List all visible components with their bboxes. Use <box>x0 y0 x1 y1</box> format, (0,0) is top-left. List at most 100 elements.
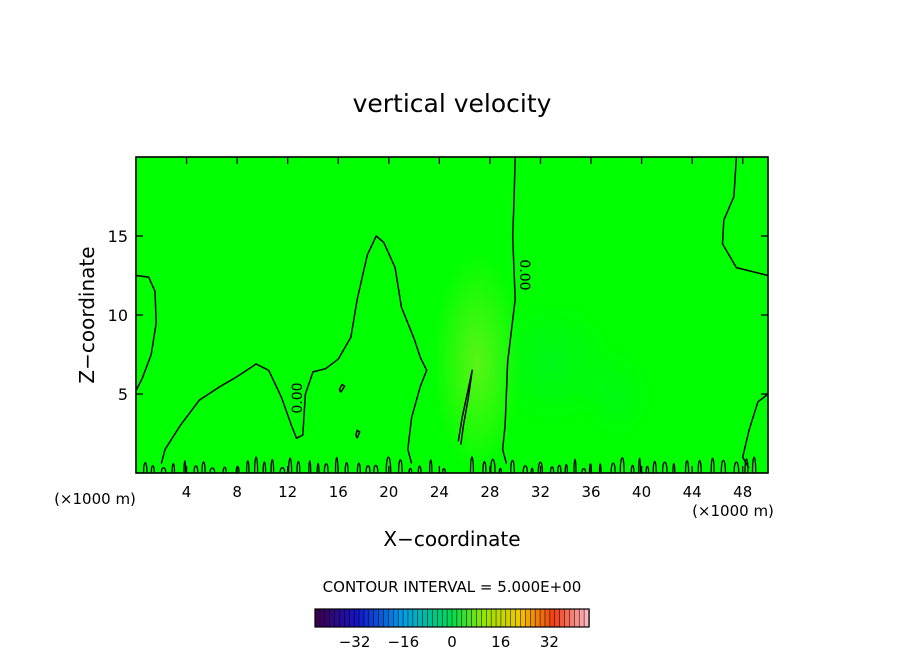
colorbar-cell <box>427 608 434 628</box>
ground-contour-loop <box>417 465 422 473</box>
ground-contour-loop <box>598 463 602 473</box>
ground-contour-loop <box>323 463 329 473</box>
colorbar-cell <box>397 608 404 628</box>
ground-contour-loop <box>710 457 715 473</box>
ground-contour-loop <box>245 460 250 473</box>
colorbar-cell <box>334 608 341 628</box>
ground-contour-loop <box>751 456 757 473</box>
colorbar-cell <box>525 608 531 628</box>
ground-contour-loop <box>408 467 413 473</box>
colorbar-cell <box>358 608 365 628</box>
colorbar-cell <box>363 608 370 628</box>
colorbar-cell <box>490 608 497 628</box>
ground-contour-loop <box>183 460 187 473</box>
colorbar-cell <box>329 608 336 628</box>
colorbar-cell <box>569 608 575 628</box>
ground-contour-loop <box>373 464 379 473</box>
contour-line-label: 0.00 <box>290 382 306 413</box>
x-tick-label: 36 <box>581 483 600 501</box>
ground-contour-loop <box>356 462 361 473</box>
ground-contour-loop <box>645 465 650 473</box>
colorbar-cell <box>319 608 326 628</box>
field-region-0 <box>433 251 522 473</box>
x-tick-label: 12 <box>278 483 297 501</box>
colorbar-cell <box>554 608 561 628</box>
ground-contour-loop <box>720 459 727 473</box>
ground-contour-loop <box>222 466 227 473</box>
colorbar-cell <box>368 608 375 628</box>
field-shading-group <box>433 251 655 473</box>
ground-contour-loop <box>630 464 635 473</box>
ground-contour-loop <box>385 456 392 473</box>
x-axis-ticks: 4 8 12 16 20 24 28 32 36 40 44 48 <box>182 157 752 501</box>
ground-contour-loop <box>344 462 349 473</box>
colorbar-cell <box>441 608 448 628</box>
ground-contour-loop <box>490 458 496 473</box>
ground-contour-loop <box>428 459 433 473</box>
ground-contour-loop <box>201 461 206 473</box>
colorbar-cell <box>471 608 478 628</box>
colorbar-cell <box>422 608 429 628</box>
colorbar-cell <box>437 608 443 628</box>
ground-contour-loop <box>296 460 301 473</box>
colorbar-cell <box>495 608 502 628</box>
zero-contour-vertical <box>501 157 516 464</box>
zero-contour-main <box>160 235 428 464</box>
ground-contour-loop <box>498 467 502 473</box>
field-region-2 <box>578 346 655 442</box>
zero-contour-right-top <box>721 157 768 277</box>
colorbar-cell <box>393 608 399 628</box>
colorbar-cell <box>510 608 517 628</box>
colorbar-cell <box>559 608 566 628</box>
ground-contour-loop <box>193 465 199 473</box>
colorbar-cell <box>388 608 394 628</box>
ground-contour-loop <box>308 460 312 473</box>
colorbar-cell <box>339 608 346 628</box>
colorbar-cell <box>451 608 458 628</box>
colorbar-frame <box>314 608 590 628</box>
zero-contour-dot <box>338 383 346 393</box>
x-tick-label: 4 <box>182 483 192 501</box>
colorbar-cell <box>578 608 585 628</box>
ground-contour-loop <box>262 461 267 473</box>
ground-contour-loop <box>171 463 176 473</box>
colorbar-cell <box>574 608 580 628</box>
ground-contour-loop <box>150 465 155 473</box>
ground-contour-loop <box>365 465 371 473</box>
ground-contour-loop <box>397 459 403 473</box>
ground-contour-loop <box>610 462 616 473</box>
colorbar-cell <box>344 608 350 628</box>
colorbar-cell <box>544 608 551 628</box>
colorbar-cell <box>476 608 483 628</box>
chart-title: vertical velocity <box>353 89 552 118</box>
zero-contour-right-bottom <box>741 393 768 469</box>
colorbar-cell <box>378 608 385 628</box>
ground-contour-loop <box>510 459 515 473</box>
contour-lines <box>136 157 768 469</box>
colorbar-tick-label: 0 <box>447 633 457 651</box>
ground-contour-loop <box>697 460 702 473</box>
ground-contour-loop <box>744 458 749 473</box>
ground-contour-loop <box>270 458 275 473</box>
ground-contour-loop <box>564 463 569 473</box>
zero-contour-left-edge <box>136 274 157 392</box>
ground-contour-loop <box>581 468 587 473</box>
y-axis-ticks: 5 10 15 <box>108 227 768 404</box>
colorbar-cell <box>461 608 468 628</box>
ground-contour-loop <box>482 461 487 473</box>
colorbar-tick-label: −32 <box>339 633 371 651</box>
ground-contour-loop <box>638 457 642 473</box>
colorbar-cell <box>456 608 463 628</box>
ground-contour-loop <box>672 463 676 473</box>
colorbar-cell <box>539 608 546 628</box>
ground-contour-loop <box>469 456 475 473</box>
ground-contour-loop <box>573 458 577 473</box>
ground-contour-loop <box>279 467 286 473</box>
colorbar-cell <box>432 608 438 628</box>
colorbar-cell <box>564 608 571 628</box>
colorbar-cell <box>549 608 556 628</box>
ground-contour-loop <box>733 461 740 473</box>
colorbar-cell <box>486 608 492 628</box>
y-axis-label: Z−coordinate <box>75 246 99 383</box>
